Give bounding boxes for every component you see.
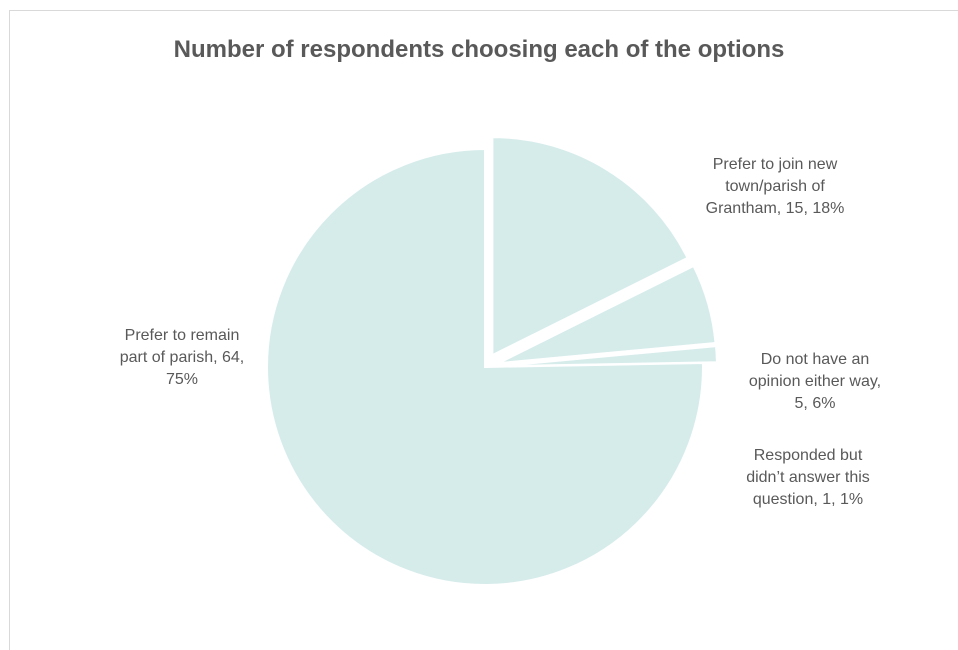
chart-title: Number of respondents choosing each of t…: [173, 36, 785, 63]
pie-slice: [491, 136, 689, 357]
slice-data-label: Prefer to remain part of parish, 64, 75%: [120, 327, 245, 388]
slice-data-label: Responded but didn’t answer this question,…: [746, 447, 870, 508]
slice-data-label: Do not have an opinion either way, 5, 6%: [749, 351, 881, 412]
pie-slice: [498, 264, 717, 365]
pie-slice: [498, 345, 718, 368]
slice-data-label: Prefer to join new town/parish of Grantham…: [706, 156, 845, 217]
pie-slice: [266, 147, 704, 586]
